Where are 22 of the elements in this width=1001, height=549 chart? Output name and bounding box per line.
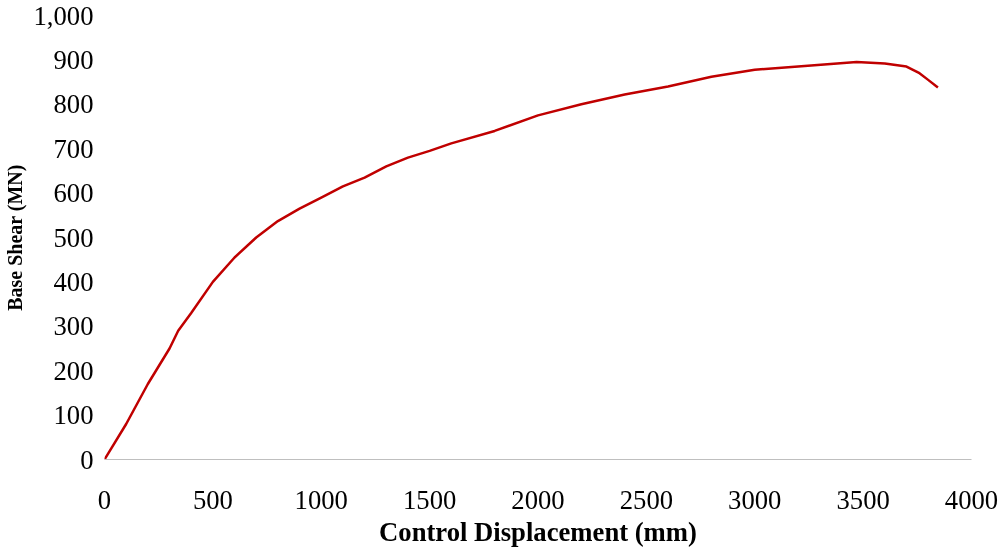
x-tick-label: 2500 (619, 484, 674, 515)
x-tick-label: 500 (192, 484, 233, 515)
y-tick-label: 800 (53, 89, 94, 120)
y-tick-label: 600 (53, 178, 94, 209)
x-tick-label: 4000 (944, 484, 999, 515)
y-tick-label: 100 (53, 400, 94, 431)
y-tick-label: 900 (53, 44, 94, 75)
x-axis-title: Control Displacement (mm) (379, 516, 697, 547)
y-tick-label: 400 (53, 266, 94, 297)
y-tick-label: 300 (53, 311, 94, 342)
x-tick-label: 1500 (402, 484, 457, 515)
x-tick-label: 3500 (836, 484, 890, 515)
x-tick-label: 3000 (728, 484, 782, 515)
line-series (104, 60, 940, 460)
y-tick-label: 1,000 (33, 0, 94, 31)
y-tick-label: 200 (53, 355, 94, 386)
y-axis-title: Base Shear (MN) (3, 164, 27, 311)
x-tick-label: 1000 (294, 484, 348, 515)
y-tick-label: 500 (53, 222, 94, 253)
x-tick-label: 2000 (511, 484, 565, 515)
y-tick-label: 0 (80, 444, 94, 475)
y-tick-label: 700 (53, 133, 94, 164)
